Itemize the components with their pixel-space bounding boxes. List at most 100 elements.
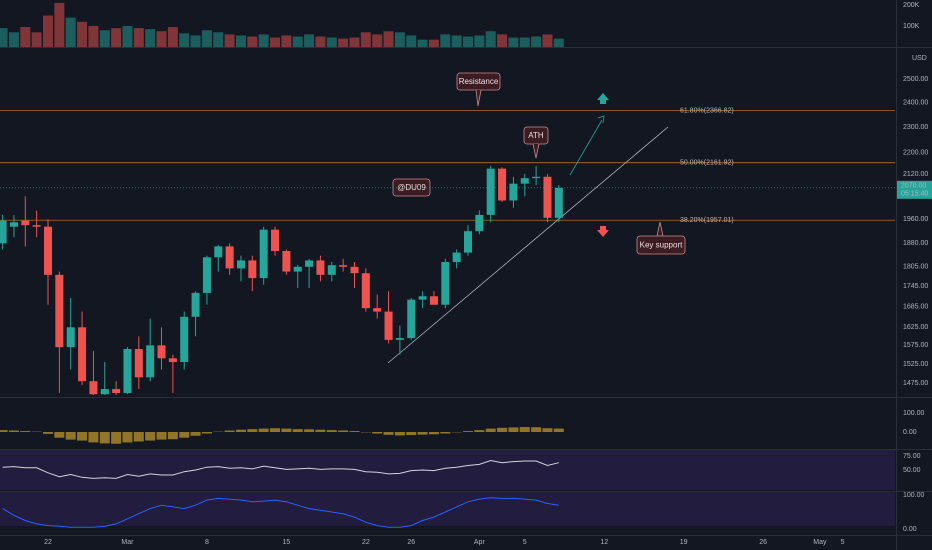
volume-bar <box>20 27 31 47</box>
candle-body <box>168 358 177 363</box>
y-tick-label: 2120.00 <box>903 171 928 178</box>
macd-bar <box>417 431 428 435</box>
candle-body <box>327 265 336 275</box>
volume-bar <box>485 31 496 47</box>
volume-bar <box>54 2 65 47</box>
candle-body <box>407 299 416 339</box>
y-tick-label: 1575.00 <box>903 342 928 349</box>
volume-bar <box>372 34 383 47</box>
volume-bar <box>519 37 530 47</box>
volume-bar <box>292 36 303 47</box>
candle-body <box>350 266 359 274</box>
candle-body <box>373 308 382 312</box>
candle-body <box>293 266 302 272</box>
volume-bar <box>531 36 542 47</box>
panel-tick-label: 50.00 <box>903 467 921 474</box>
macd-bar <box>542 428 553 432</box>
x-tick-label: Apr <box>474 539 486 546</box>
volume-bar <box>111 28 122 47</box>
volume-bar <box>258 34 269 47</box>
macd-bar <box>428 431 439 435</box>
annotation-pointer <box>656 221 664 237</box>
y-tick-label: 2200.00 <box>903 150 928 157</box>
candle-body <box>78 327 87 382</box>
candle-body <box>123 349 132 394</box>
panel-tick-label: 0.00 <box>903 526 917 533</box>
candle-body <box>543 176 552 218</box>
y-tick-label: 2400.00 <box>903 99 928 106</box>
volume-bar <box>65 17 76 47</box>
annotation-box <box>636 235 686 255</box>
macd-bar <box>111 431 122 444</box>
candle-body <box>441 262 450 305</box>
candle-body <box>9 222 18 227</box>
volume-bar <box>179 33 190 47</box>
annotation-text: Key support <box>640 241 683 250</box>
volume-bar <box>8 32 19 47</box>
volume-bar <box>474 35 485 47</box>
candle-body <box>180 316 189 363</box>
annotation: Resistance <box>456 72 501 107</box>
macd-bar <box>326 430 337 432</box>
candle-body <box>429 296 438 305</box>
macd-bar <box>88 431 99 443</box>
macd-bar <box>179 431 190 438</box>
macd-bar <box>235 429 246 432</box>
macd-bar <box>383 431 394 435</box>
y-tick-label: 1880.00 <box>903 240 928 247</box>
candle-body <box>89 381 98 395</box>
macd-bar <box>156 431 167 440</box>
volume-bar <box>247 36 258 47</box>
y-tick-label: 1685.00 <box>903 303 928 310</box>
candle-body <box>384 311 393 340</box>
macd-bar <box>292 429 303 432</box>
candle-body <box>112 389 121 394</box>
macd-bar <box>338 430 349 432</box>
annotation-pointer <box>475 89 482 107</box>
candle-body <box>395 338 404 340</box>
x-tick-label: 5 <box>841 539 845 546</box>
macd-bar <box>77 431 88 441</box>
candle-body <box>520 178 529 184</box>
fib-label: 61.80%(2366.82) <box>680 107 734 114</box>
candle-body <box>32 225 41 227</box>
volume-bar <box>394 32 405 47</box>
volume-bar <box>122 26 133 47</box>
annotation-pointer <box>532 143 540 159</box>
volume-bar <box>542 34 553 47</box>
macd-bar <box>485 428 496 432</box>
annotation: ATH <box>523 126 549 159</box>
candle-body <box>282 251 291 272</box>
volume-bar <box>497 34 508 47</box>
macd-bar <box>145 431 156 441</box>
trend-line <box>387 126 669 364</box>
candle-body <box>554 187 563 218</box>
candle-body <box>55 274 64 348</box>
macd-bar <box>190 431 201 436</box>
annotation-text: ATH <box>528 131 544 140</box>
candle-body <box>498 168 507 201</box>
candle-body <box>202 257 211 293</box>
volume-bar <box>201 30 212 47</box>
panel-tick-label: 100K <box>903 23 920 30</box>
macd-bar <box>281 428 292 432</box>
volume-bar <box>43 15 54 47</box>
volume-bar <box>508 37 519 47</box>
macd-bar <box>497 427 508 432</box>
volume-bar <box>417 39 428 47</box>
volume-bar <box>31 32 42 47</box>
candle-body <box>339 265 348 267</box>
macd-bar <box>553 428 564 432</box>
panel-tick-label: 100.00 <box>903 492 925 499</box>
projection-arrow <box>569 119 603 176</box>
x-tick-label: 26 <box>759 539 767 546</box>
candle-body <box>475 214 484 232</box>
y-tick-label: 2500.00 <box>903 76 928 83</box>
last-price-tag <box>897 180 932 199</box>
candle-body <box>191 292 200 317</box>
candle-body <box>248 260 257 279</box>
y-tick-label: 1745.00 <box>903 283 928 290</box>
x-tick-label: 8 <box>205 539 209 546</box>
volume-bar <box>0 28 8 47</box>
